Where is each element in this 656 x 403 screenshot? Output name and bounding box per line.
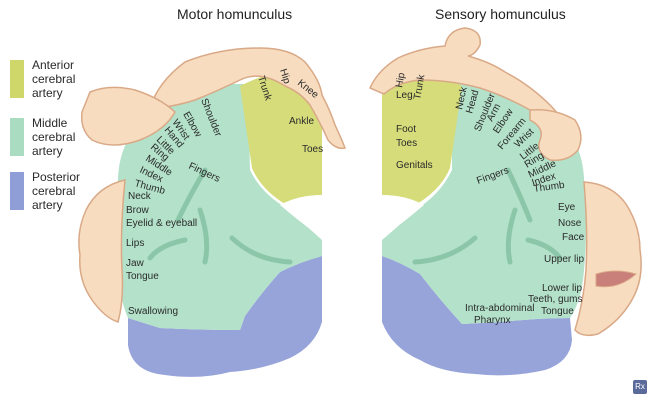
motor-label-ankle: Ankle (289, 116, 314, 127)
sensory-label-teeth: Teeth, gums (528, 294, 582, 305)
legend-label-posterior: Posterior cerebral artery (32, 170, 81, 212)
sensory-label-thumb: Thumb (533, 180, 566, 195)
motor-middle-region (116, 84, 322, 330)
motor-sulci (147, 167, 293, 265)
sensory-homunculus-hand (529, 108, 582, 162)
sensory-fissure (382, 195, 424, 238)
motor-homunculus-hand (80, 86, 176, 146)
sensory-label-leg: Leg (396, 90, 413, 101)
sensory-label-intra: Intra-abdominal (465, 303, 534, 314)
motor-homunculus-body (148, 47, 347, 150)
sensory-middle-region (382, 84, 586, 324)
motor-label-hip: Hip (277, 68, 292, 86)
sensory-label-tongue: Tongue (541, 306, 574, 317)
sensory-label-trunk: Trunk (412, 73, 427, 101)
sensory-label-genitals: Genitals (396, 160, 433, 171)
sensory-posterior-region (382, 256, 572, 376)
motor-label-brow: Brow (126, 205, 150, 216)
sensory-sulci (412, 167, 563, 265)
sensory-homunculus-mouth (595, 270, 638, 288)
motor-label-tongue: Tongue (126, 271, 159, 282)
motor-label-toes: Toes (302, 144, 323, 155)
sensory-label-lower-lip: Lower lip (542, 283, 582, 294)
sensory-label-eye: Eye (558, 202, 576, 213)
sensory-label-pharynx: Pharynx (474, 315, 511, 326)
motor-label-lips: Lips (126, 238, 144, 249)
sensory-label-face: Face (562, 232, 585, 243)
sensory-label-foot: Foot (396, 124, 416, 135)
sensory-label-neck: Neck (454, 85, 470, 111)
sensory-label-nose: Nose (558, 218, 582, 229)
sensory-hemisphere (369, 27, 642, 376)
legend-swatch-posterior (10, 172, 24, 210)
motor-label-swallowing: Swallowing (128, 306, 178, 317)
sensory-label-hip: Hip (394, 71, 408, 88)
motor-fissure (280, 195, 322, 238)
sensory-label-toes: Toes (396, 138, 417, 149)
sensory-anterior-region (382, 71, 462, 236)
motor-label-jaw: Jaw (126, 258, 145, 269)
legend-label-middle: Middle cerebral artery (32, 116, 76, 158)
sensory-label-upper-lip: Upper lip (544, 254, 584, 265)
motor-label-neck: Neck (128, 191, 152, 202)
motor-posterior-region (128, 256, 322, 377)
motor-title: Motor homunculus (177, 6, 293, 22)
brand-logo: Rx (633, 380, 647, 394)
motor-homunculus-face (78, 179, 126, 323)
motor-anterior-region (240, 71, 322, 236)
sensory-title: Sensory homunculus (435, 6, 566, 22)
legend-swatch-middle (10, 118, 24, 156)
legend-swatch-anterior (10, 60, 24, 98)
sensory-homunculus-body (369, 27, 567, 127)
motor-hemisphere (78, 47, 347, 377)
motor-label-eyelid: Eyelid & eyeball (126, 218, 197, 229)
sensory-homunculus-face (574, 181, 642, 337)
legend-label-anterior: Anterior cerebral artery (32, 58, 76, 100)
